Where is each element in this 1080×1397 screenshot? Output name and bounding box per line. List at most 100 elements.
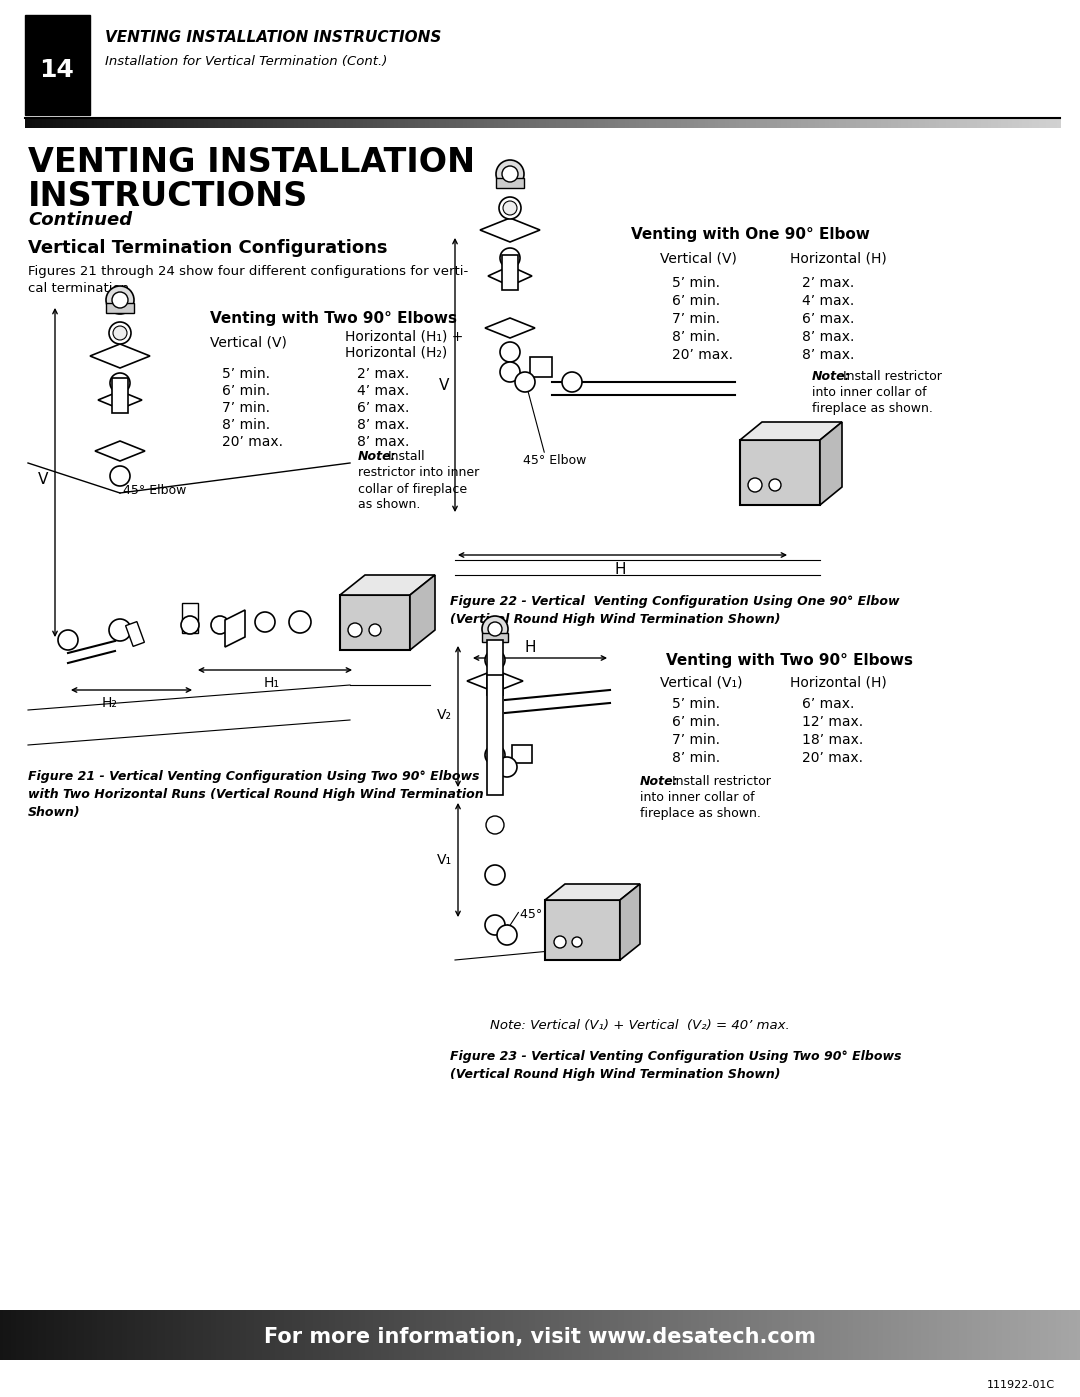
Bar xyxy=(378,1310,381,1361)
Bar xyxy=(684,1310,686,1361)
Bar xyxy=(80,117,84,129)
Circle shape xyxy=(289,610,311,633)
Bar xyxy=(550,117,553,129)
Bar xyxy=(946,117,950,129)
Bar xyxy=(542,117,546,129)
Bar xyxy=(565,1310,567,1361)
Bar xyxy=(626,1310,630,1361)
Bar xyxy=(863,117,867,129)
Bar xyxy=(791,1310,794,1361)
Text: Vertical (V): Vertical (V) xyxy=(660,251,737,265)
Text: Venting with Two 90° Elbows: Venting with Two 90° Elbows xyxy=(666,652,914,668)
Bar xyxy=(977,1310,981,1361)
Bar xyxy=(308,117,312,129)
Circle shape xyxy=(502,166,518,182)
Bar xyxy=(837,1310,840,1361)
Bar xyxy=(664,1310,667,1361)
Bar xyxy=(192,1310,194,1361)
Text: as shown.: as shown. xyxy=(357,499,420,511)
Bar xyxy=(559,117,564,129)
Bar xyxy=(441,1310,443,1361)
Text: For more information, visit www.desatech.com: For more information, visit www.desatech… xyxy=(265,1327,815,1347)
Bar xyxy=(727,1310,729,1361)
Bar xyxy=(815,1310,819,1361)
Bar xyxy=(2,1310,5,1361)
Bar xyxy=(787,117,792,129)
Bar xyxy=(505,1310,508,1361)
Bar xyxy=(663,117,667,129)
Bar xyxy=(314,117,319,129)
Bar xyxy=(194,1310,198,1361)
Polygon shape xyxy=(488,265,532,286)
Bar xyxy=(281,1310,284,1361)
Bar xyxy=(648,1310,651,1361)
Bar xyxy=(292,1310,295,1361)
Bar xyxy=(482,633,508,643)
Bar xyxy=(1045,1310,1048,1361)
Bar xyxy=(56,117,60,129)
Bar xyxy=(1050,117,1054,129)
Bar xyxy=(259,117,264,129)
Bar xyxy=(305,117,309,129)
Bar xyxy=(63,117,67,129)
Bar xyxy=(619,117,622,129)
Bar xyxy=(767,1310,770,1361)
Bar xyxy=(1078,1310,1080,1361)
Text: 8’ min.: 8’ min. xyxy=(672,330,720,344)
Bar xyxy=(281,117,284,129)
Bar xyxy=(864,1310,867,1361)
Bar xyxy=(784,117,788,129)
Bar xyxy=(284,117,287,129)
Bar xyxy=(97,117,102,129)
Bar xyxy=(100,1310,103,1361)
Circle shape xyxy=(348,623,362,637)
Bar xyxy=(1004,1310,1008,1361)
Bar xyxy=(366,117,370,129)
Bar xyxy=(810,1310,813,1361)
Bar xyxy=(449,117,454,129)
Bar xyxy=(908,117,913,129)
Bar xyxy=(729,117,732,129)
Bar xyxy=(994,1310,997,1361)
Bar xyxy=(1026,117,1029,129)
Bar xyxy=(805,117,809,129)
Bar xyxy=(175,1310,178,1361)
Bar xyxy=(691,1310,694,1361)
Bar xyxy=(543,1310,545,1361)
Bar xyxy=(629,117,633,129)
Polygon shape xyxy=(98,391,141,409)
Circle shape xyxy=(515,372,535,393)
Bar xyxy=(797,1310,799,1361)
Bar xyxy=(602,117,605,129)
Bar xyxy=(940,117,943,129)
Bar xyxy=(203,1310,205,1361)
Bar xyxy=(873,1310,875,1361)
Bar xyxy=(267,117,270,129)
Bar xyxy=(144,1310,146,1361)
Bar xyxy=(735,117,740,129)
Bar xyxy=(621,1310,624,1361)
Bar xyxy=(370,117,374,129)
Bar xyxy=(1035,1310,1037,1361)
Bar xyxy=(408,117,411,129)
Text: 6’ max.: 6’ max. xyxy=(802,312,854,326)
Bar xyxy=(653,117,657,129)
Bar xyxy=(381,1310,383,1361)
Text: Install restrictor: Install restrictor xyxy=(843,370,942,383)
Text: V₂: V₂ xyxy=(436,708,451,722)
Bar xyxy=(799,1310,802,1361)
Bar xyxy=(899,1310,902,1361)
Bar xyxy=(16,1310,19,1361)
Text: 5’ min.: 5’ min. xyxy=(672,697,720,711)
Bar xyxy=(183,604,198,633)
Bar xyxy=(354,1310,356,1361)
Bar xyxy=(632,117,636,129)
Text: H: H xyxy=(615,563,625,577)
Bar xyxy=(1053,117,1057,129)
Bar xyxy=(750,117,754,129)
Bar xyxy=(112,379,129,414)
Bar xyxy=(826,1310,829,1361)
Polygon shape xyxy=(95,441,145,461)
Bar xyxy=(680,1310,684,1361)
Bar xyxy=(335,1310,338,1361)
